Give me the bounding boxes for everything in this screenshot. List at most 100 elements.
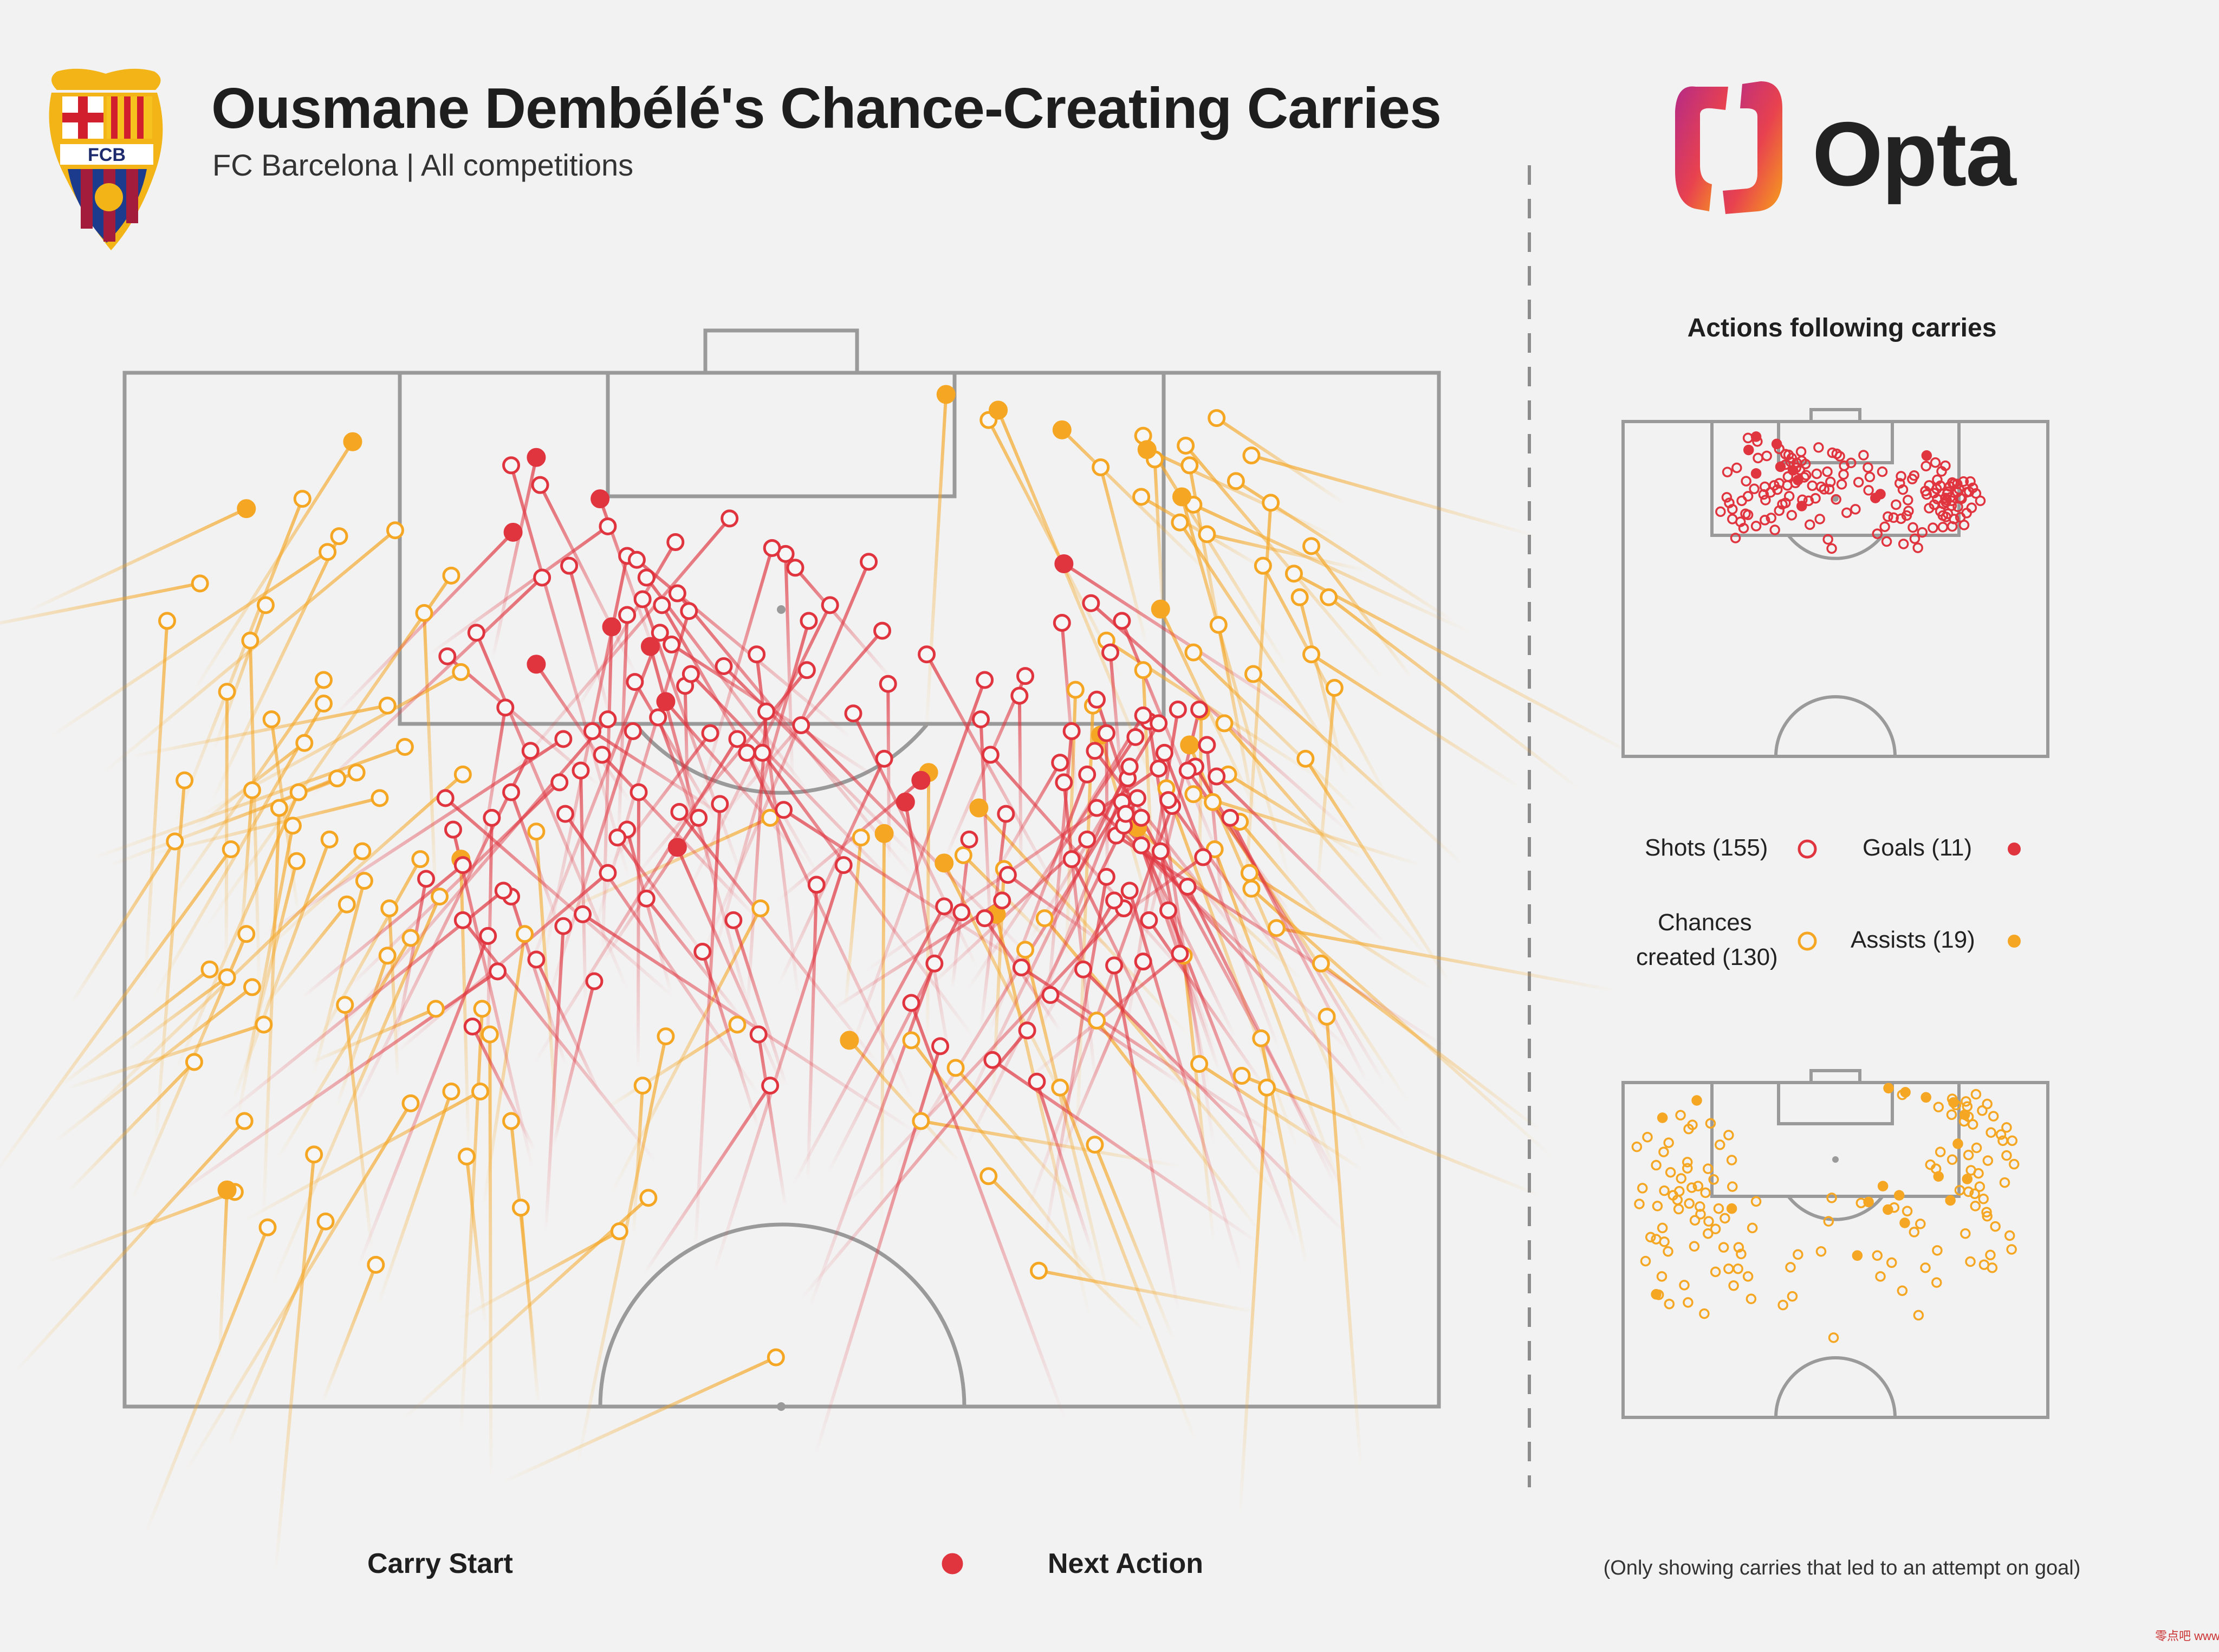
mini-shot-marker: [1949, 514, 1960, 524]
mini-chance-marker: [2006, 1244, 2017, 1255]
chance-marker: [1262, 494, 1280, 512]
shots-minipitch: [1621, 408, 2049, 758]
mini-shot-marker: [1888, 512, 1899, 523]
shot-carry-line: [1070, 858, 1187, 1091]
chance-carry-line: [343, 1005, 374, 1249]
shot-carry-line: [451, 829, 534, 1169]
shot-carry-line: [1167, 799, 1289, 967]
chance-marker: [270, 799, 288, 817]
shot-carry-line: [808, 963, 936, 1308]
page-title: Ousmane Dembélé's Chance-Creating Carrie…: [211, 76, 1442, 140]
mini-chance-marker: [1750, 1196, 1762, 1207]
chance-marker: [347, 763, 366, 782]
mini-shot-marker: [1853, 477, 1864, 488]
chance-carry-line: [218, 1190, 229, 1360]
next-action-markers: [158, 385, 1344, 1366]
shot-marker: [649, 708, 667, 727]
mini-shot-marker: [1877, 466, 1888, 477]
shot-marker: [637, 568, 656, 587]
shot-marker: [875, 749, 893, 768]
mini-chance-marker: [1963, 1186, 1974, 1197]
shot-marker: [1010, 686, 1029, 705]
shot-carry-line: [535, 958, 604, 1098]
mini-chance-marker: [1723, 1263, 1734, 1274]
chance-carry-line: [1298, 597, 1346, 773]
chance-carry-line: [1304, 757, 1452, 984]
shot-carry-line: [635, 669, 808, 876]
chance-marker: [371, 789, 389, 807]
shot-marker: [1151, 842, 1170, 860]
shot-carry-line: [544, 926, 565, 1233]
mini-chance-marker: [1657, 1222, 1668, 1234]
mini-chance-marker: [1815, 1246, 1827, 1257]
chance-carry-line: [910, 1039, 1100, 1285]
mini-assist-marker: [1726, 1203, 1737, 1214]
shot-marker: [637, 889, 656, 908]
mini-chance-marker: [1777, 1299, 1788, 1311]
shot-marker: [693, 942, 712, 961]
shot-marker: [1078, 765, 1096, 783]
shot-marker: [753, 743, 771, 762]
mini-shot-marker: [1902, 495, 1913, 506]
shot-carry-line: [625, 829, 672, 992]
chance-marker: [1232, 1066, 1251, 1085]
chance-marker: [218, 968, 236, 987]
chance-marker: [1296, 749, 1315, 768]
mini-chance-marker: [1727, 1181, 1738, 1192]
legend-next-action-label: Next Action: [1048, 1548, 1203, 1579]
mini-shot-marker: [1955, 492, 1966, 503]
chance-marker: [481, 1025, 499, 1044]
chance-carry-line: [27, 507, 248, 613]
shot-marker: [792, 716, 810, 735]
chance-marker: [378, 696, 397, 715]
chance-marker: [305, 1145, 323, 1164]
shot-marker: [1208, 767, 1226, 786]
shot-carry-line: [1163, 752, 1281, 1051]
badge-text: FCB: [88, 145, 126, 165]
chance-carry-line: [465, 1156, 487, 1324]
shot-marker: [1178, 878, 1197, 896]
chance-marker: [954, 846, 972, 864]
mini-shot-marker: [1850, 504, 1861, 515]
shot-carry-line: [1063, 562, 1306, 722]
mini-shot-marker: [1891, 499, 1902, 510]
mini-chance-marker: [1656, 1271, 1668, 1282]
mini-chance-marker: [1913, 1310, 1924, 1321]
chance-carry-line: [1038, 1269, 1254, 1313]
chance-marker: [633, 1077, 652, 1095]
shot-marker: [554, 730, 573, 748]
chance-marker: [1086, 1136, 1104, 1154]
shot-marker: [1113, 612, 1131, 630]
chance-marker: [316, 1212, 335, 1230]
assist-marker: [874, 824, 894, 843]
mini-shot-marker: [1741, 476, 1751, 487]
chance-marker: [473, 1000, 491, 1018]
mini-chance-marker: [1679, 1280, 1690, 1291]
chance-marker: [1132, 488, 1151, 506]
chance-marker: [295, 734, 314, 752]
chance-marker: [255, 1015, 273, 1034]
mini-shot-marker: [1966, 502, 1977, 514]
shot-marker: [1120, 757, 1139, 776]
shot-marker: [1074, 960, 1093, 979]
mini-chance-marker: [1826, 1193, 1837, 1203]
chance-marker: [401, 929, 420, 947]
chance-carry-line: [1325, 1016, 1362, 1467]
shot-carry-line: [1115, 834, 1444, 1047]
chance-carry-line: [148, 796, 380, 857]
shot-marker: [608, 828, 627, 847]
goal-marker: [640, 637, 660, 656]
watermark: 零点吧 www.Ldb.cc: [2155, 1629, 2219, 1643]
chance-carry-line: [248, 640, 261, 991]
mini-shot-marker: [1801, 470, 1812, 481]
shot-marker: [960, 830, 978, 848]
shot-marker: [467, 624, 485, 642]
chance-carry-line: [0, 848, 232, 1169]
chance-marker: [767, 1348, 785, 1366]
shot-marker: [1086, 742, 1104, 760]
chance-marker: [367, 1255, 385, 1274]
shot-marker: [1028, 1072, 1046, 1091]
mini-shot-marker: [1824, 484, 1835, 495]
shot-marker: [572, 761, 590, 780]
